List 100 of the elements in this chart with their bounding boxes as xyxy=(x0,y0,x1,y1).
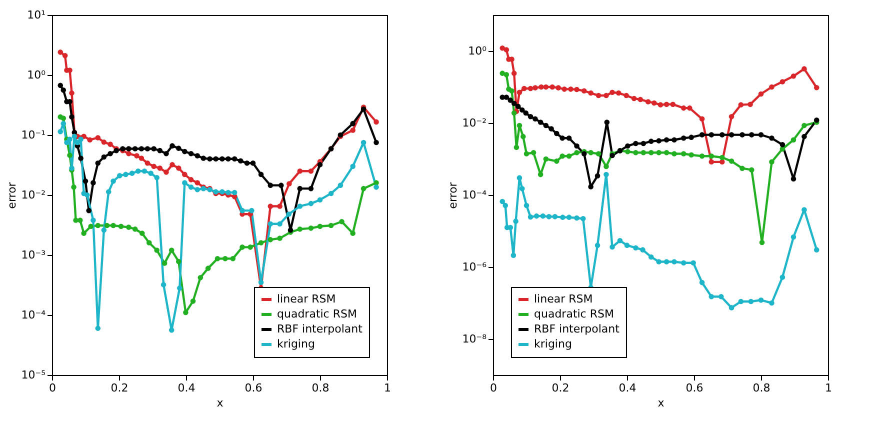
point xyxy=(81,230,86,236)
point xyxy=(277,236,282,241)
legend-label: linear RSM xyxy=(534,292,593,306)
point xyxy=(502,202,508,208)
point xyxy=(154,174,160,180)
point xyxy=(90,218,96,223)
point xyxy=(190,298,196,304)
point xyxy=(249,208,254,214)
point xyxy=(699,116,705,122)
point xyxy=(297,186,303,192)
point xyxy=(82,178,88,184)
point xyxy=(511,70,517,76)
point xyxy=(748,102,753,107)
point xyxy=(532,85,538,90)
point xyxy=(543,122,549,128)
point xyxy=(258,280,264,285)
point xyxy=(101,227,107,233)
x-tick-label: 1 xyxy=(825,382,832,394)
point xyxy=(268,204,274,209)
point xyxy=(543,156,549,162)
point xyxy=(680,151,686,156)
point xyxy=(183,310,188,316)
point xyxy=(790,137,796,143)
point xyxy=(164,150,169,156)
point xyxy=(680,105,686,111)
point xyxy=(226,190,231,196)
point xyxy=(126,224,132,230)
point xyxy=(790,234,796,240)
point xyxy=(78,136,84,142)
point xyxy=(258,172,264,178)
point xyxy=(64,140,70,146)
point xyxy=(528,114,534,120)
point xyxy=(588,90,594,96)
point xyxy=(248,244,253,250)
x-tick-label: 0.2 xyxy=(552,382,570,394)
point xyxy=(374,119,379,125)
point xyxy=(328,222,334,228)
point xyxy=(350,128,356,133)
point xyxy=(625,143,630,149)
point xyxy=(664,102,670,107)
point xyxy=(554,130,560,136)
x-tick-label: 0.6 xyxy=(244,382,262,394)
point xyxy=(738,102,744,108)
point xyxy=(604,92,609,98)
point xyxy=(520,134,526,140)
point xyxy=(708,132,714,138)
point xyxy=(317,197,323,202)
point xyxy=(176,146,182,151)
point xyxy=(769,159,774,165)
point xyxy=(699,132,705,138)
point xyxy=(543,84,549,90)
point xyxy=(596,92,602,98)
point xyxy=(151,146,156,152)
point xyxy=(144,160,150,166)
y-axis-title: error xyxy=(446,182,460,209)
point xyxy=(360,186,366,192)
point xyxy=(740,166,745,171)
point xyxy=(588,150,594,156)
point xyxy=(129,170,135,176)
point xyxy=(73,218,78,223)
point xyxy=(110,178,116,184)
point xyxy=(226,156,231,162)
point xyxy=(232,156,238,162)
point xyxy=(708,159,714,165)
point xyxy=(160,282,166,288)
point xyxy=(144,146,150,152)
legend-label: quadratic RSM xyxy=(534,308,614,320)
point xyxy=(67,152,72,158)
x-tick-label: 0.2 xyxy=(110,382,128,394)
point xyxy=(624,92,629,98)
point xyxy=(139,230,145,236)
point xyxy=(550,84,555,90)
point xyxy=(69,90,74,96)
y-tick-label: 10¹ xyxy=(27,8,46,22)
point xyxy=(780,274,786,280)
point xyxy=(146,240,152,246)
point xyxy=(308,168,314,174)
legend-label: quadratic RSM xyxy=(277,308,357,320)
point xyxy=(656,259,662,264)
y-tick-label: 10⁻¹ xyxy=(21,128,46,142)
x-tick-label: 0 xyxy=(49,382,56,394)
point xyxy=(664,137,670,143)
x-tick-label: 0.4 xyxy=(618,382,636,394)
point xyxy=(286,211,292,217)
point xyxy=(214,256,220,262)
y-axis-title: error xyxy=(5,182,18,209)
point xyxy=(728,114,734,120)
point xyxy=(106,189,112,194)
point xyxy=(610,244,615,250)
point xyxy=(523,110,528,116)
point xyxy=(317,162,323,168)
point xyxy=(510,252,516,258)
point xyxy=(802,66,807,72)
y-tick-label: 10⁻⁸ xyxy=(462,332,488,346)
y-tick-label: 10⁻⁴ xyxy=(21,308,46,322)
point xyxy=(688,134,694,140)
point xyxy=(688,152,694,158)
point xyxy=(213,156,218,162)
point xyxy=(95,326,101,331)
point xyxy=(758,132,764,138)
